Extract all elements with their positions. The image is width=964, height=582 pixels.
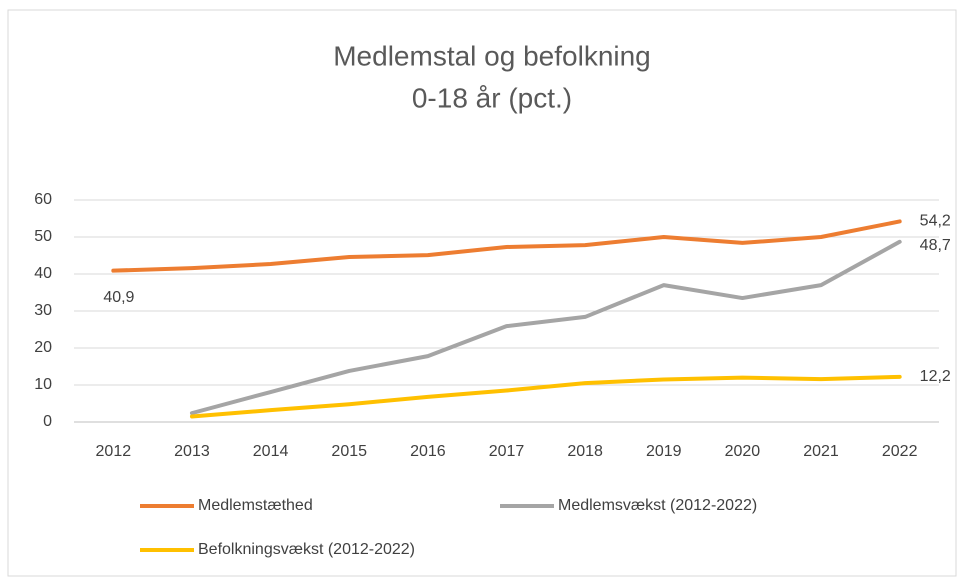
legend-label: Befolkningsvækst (2012-2022) — [198, 541, 415, 558]
chart-title: 0-18 år (pct.) — [412, 82, 572, 113]
x-tick-label: 2022 — [882, 443, 918, 460]
chart-frame — [7, 9, 957, 577]
x-tick-label: 2013 — [174, 443, 210, 460]
data-label: 12,2 — [920, 368, 951, 385]
y-tick-label: 0 — [43, 413, 52, 430]
line-series — [111, 219, 902, 273]
x-tick-label: 2018 — [567, 443, 603, 460]
x-tick-label: 2014 — [253, 443, 289, 460]
y-tick-label: 20 — [34, 339, 52, 356]
x-tick-label: 2016 — [410, 443, 446, 460]
y-tick-label: 50 — [34, 228, 52, 245]
y-tick-label: 40 — [34, 265, 52, 282]
x-tick-label: 2012 — [96, 443, 132, 460]
x-tick-label: 2021 — [803, 443, 839, 460]
legend-label: Medlemsvækst (2012-2022) — [558, 497, 757, 514]
y-tick-label: 30 — [34, 302, 52, 319]
x-tick-label: 2020 — [725, 443, 761, 460]
line-series — [189, 374, 902, 419]
y-tick-label: 60 — [34, 191, 52, 208]
data-label: 48,7 — [920, 237, 951, 254]
data-label: 40,9 — [103, 289, 134, 306]
x-tick-label: 2017 — [489, 443, 525, 460]
x-tick-label: 2019 — [646, 443, 682, 460]
line-series — [189, 239, 902, 416]
legend-label: Medlemstæthed — [198, 497, 313, 514]
y-tick-label: 10 — [34, 376, 52, 393]
x-tick-label: 2015 — [331, 443, 367, 460]
chart-title: Medlemstal og befolkning — [333, 40, 651, 71]
data-label: 54,2 — [920, 213, 951, 230]
